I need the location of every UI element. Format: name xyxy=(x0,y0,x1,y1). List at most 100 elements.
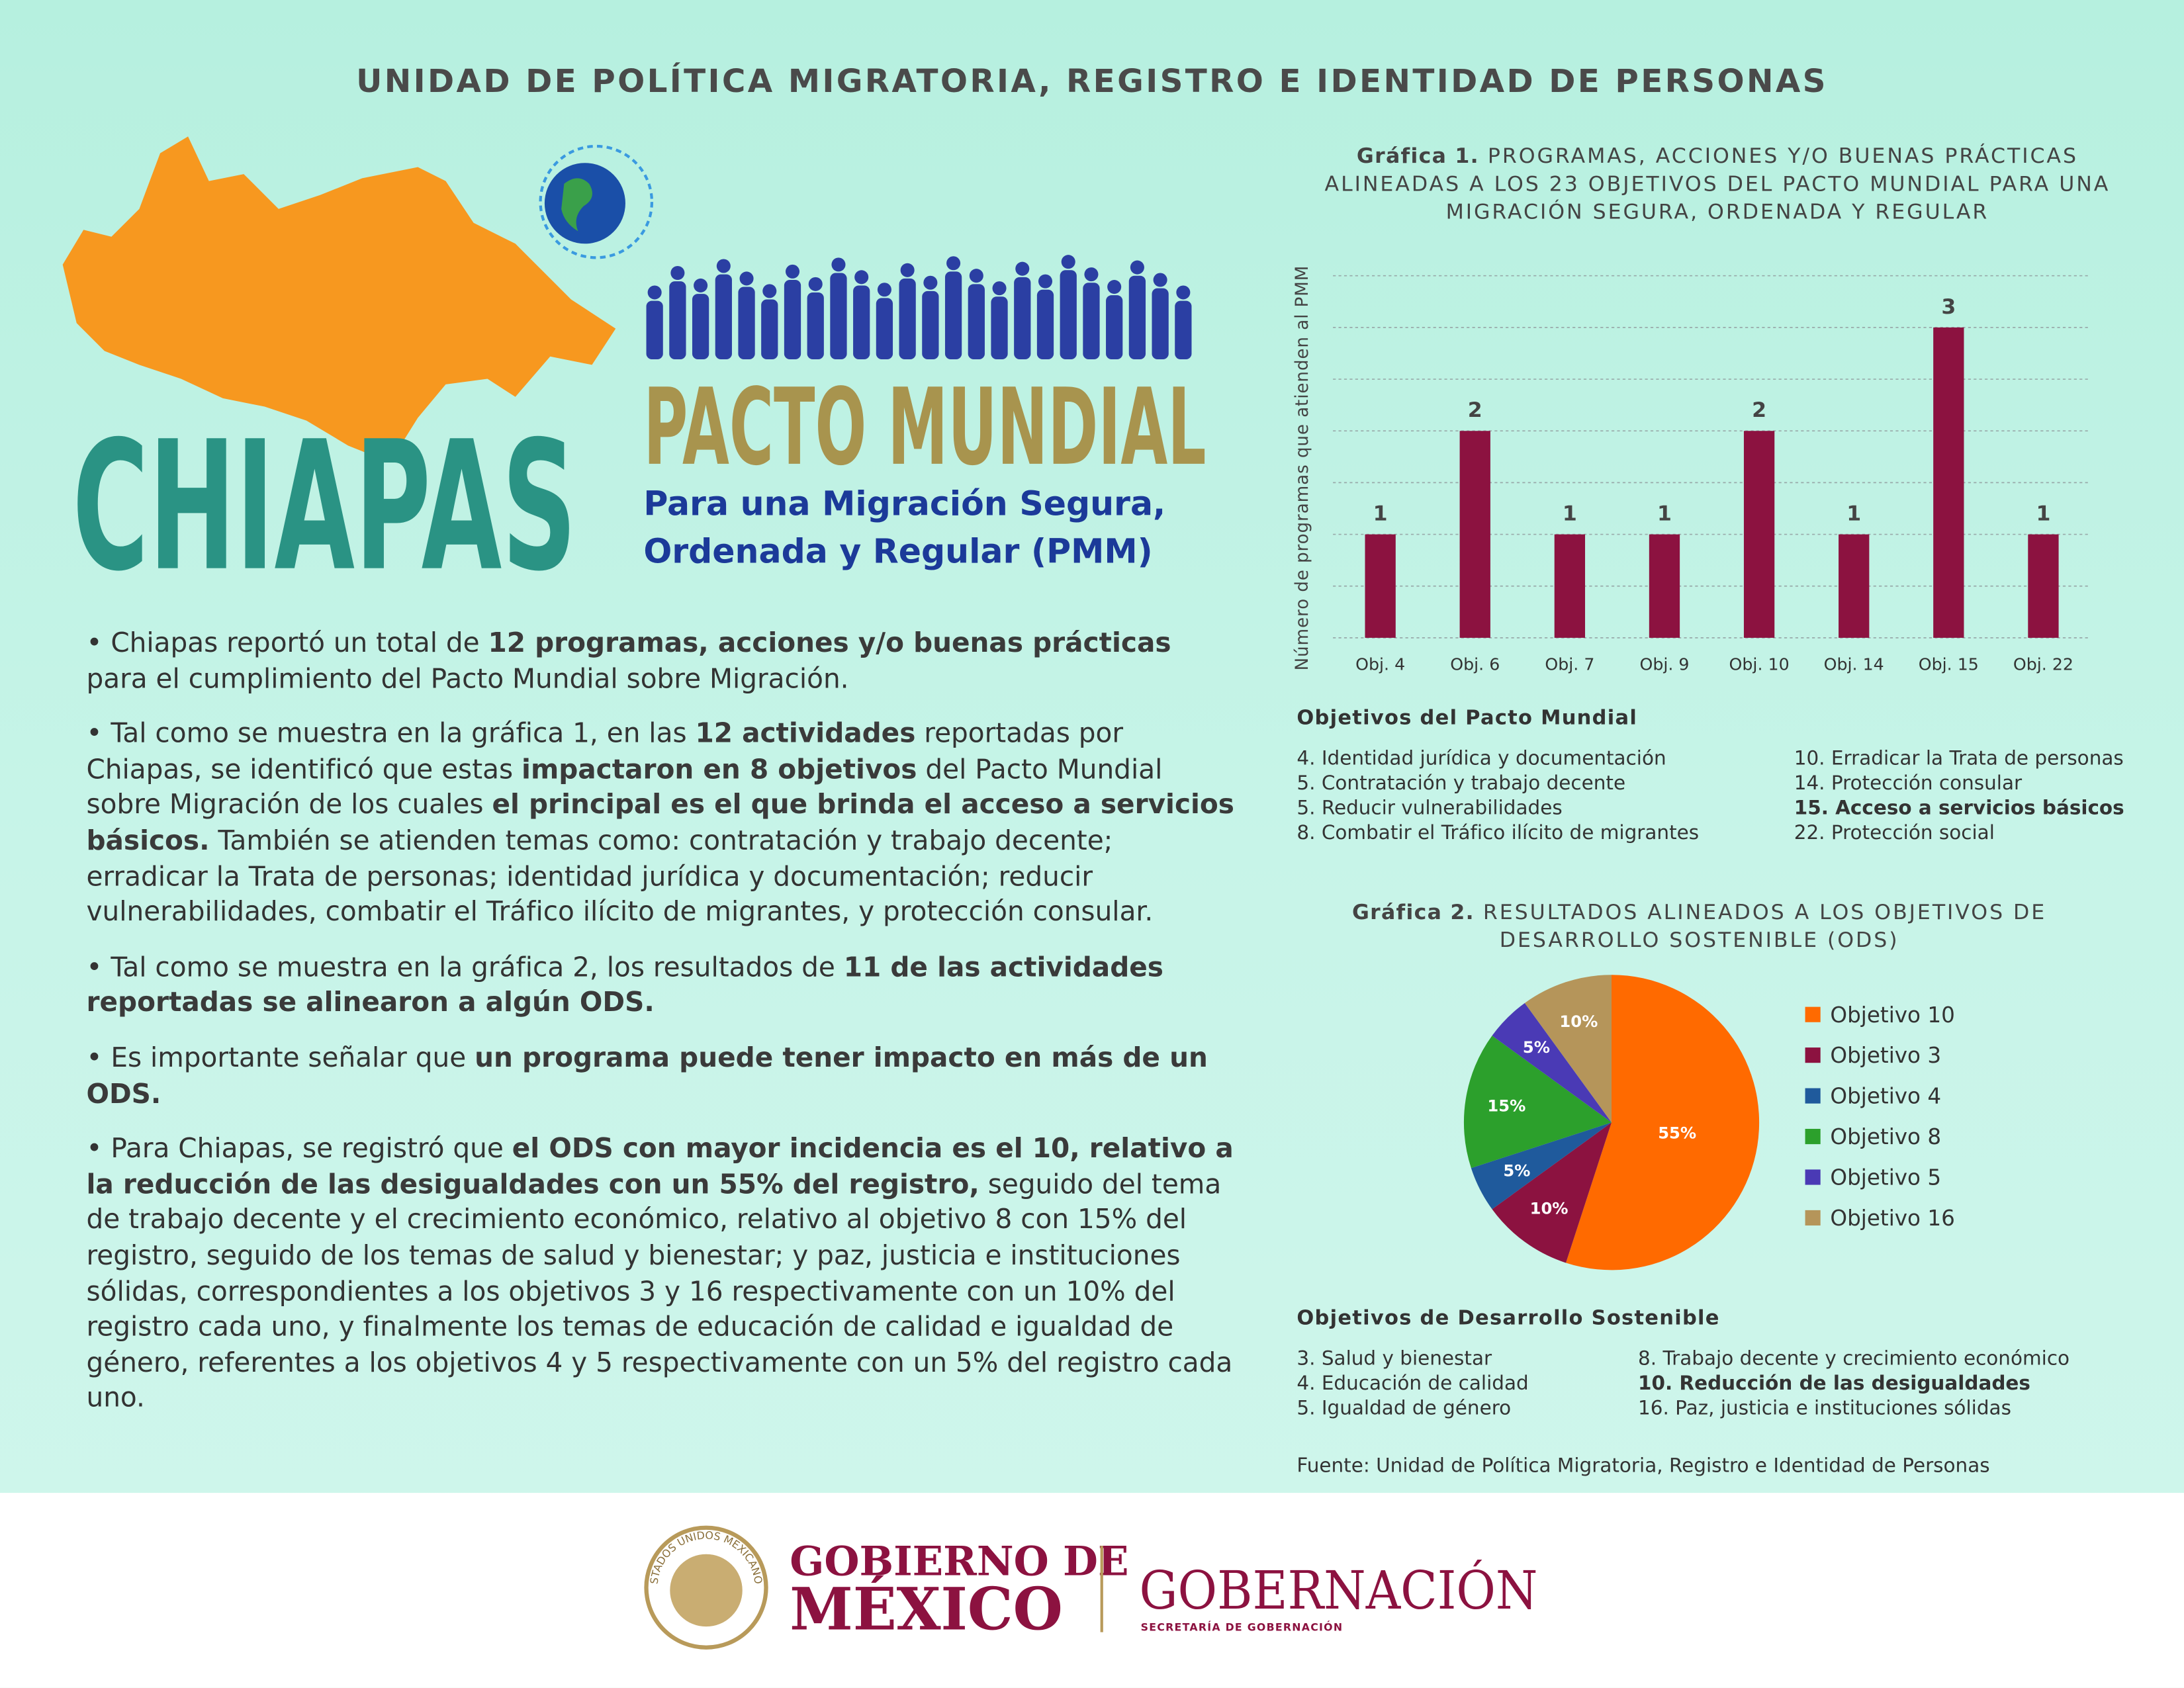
notes-item: 15. Acceso a servicios básicos xyxy=(1794,796,2124,819)
bold-text: 12 actividades xyxy=(695,717,916,750)
text: • Tal como se muestra en la gráfica 2, l… xyxy=(86,950,844,983)
source-note: Fuente: Unidad de Política Migratoria, R… xyxy=(1297,1454,1989,1477)
legend-swatch xyxy=(1805,1210,1821,1226)
silhouette-head xyxy=(969,269,983,283)
x-tick-label: Obj. 10 xyxy=(1729,654,1790,674)
silhouette-body xyxy=(876,298,893,359)
notes-item: 4. Educación de calidad xyxy=(1297,1372,1528,1394)
silhouette-body xyxy=(1083,283,1100,359)
silhouette-body xyxy=(968,284,985,359)
legend-swatch xyxy=(1805,1128,1821,1145)
notes-item: 5. Reducir vulnerabilidades xyxy=(1297,796,1562,819)
bold-text: el ODS con mayor incidencia es el 10, re… xyxy=(86,1132,1234,1200)
silhouette-head xyxy=(670,265,685,281)
bar-chart: Número de programas que atienden al PMM 1… xyxy=(1293,265,2124,844)
legend-label: Objetivo 3 xyxy=(1830,1043,1941,1068)
value-label: 5% xyxy=(1523,1038,1550,1057)
chart-title: Gráfica 1. PROGRAMAS, ACCIONES Y/O BUENA… xyxy=(1323,142,2111,226)
silhouette-head xyxy=(808,277,823,291)
notes-item: 4. Identidad jurídica y documentación xyxy=(1297,746,1666,769)
paragraph: • Chiapas reportó un total de 12 program… xyxy=(86,625,1236,697)
pie-slice xyxy=(1566,975,1760,1270)
pact-subtitle: Ordenada y Regular (PMM) xyxy=(643,531,1152,570)
text: • Tal como se muestra en la gráfica 1, e… xyxy=(86,717,696,750)
bar xyxy=(1743,431,1775,638)
text: para el cumplimiento del Pacto Mundial s… xyxy=(86,662,849,695)
silhouette-body xyxy=(1128,275,1146,359)
silhouette-body xyxy=(922,290,939,359)
value-label: 2 xyxy=(1468,398,1482,422)
value-label: 1 xyxy=(2036,502,2050,526)
silhouette-body xyxy=(692,294,709,359)
globe-ring xyxy=(539,144,654,259)
legend-swatch xyxy=(1805,1006,1821,1022)
notes-item: 10. Erradicar la Trata de personas xyxy=(1794,746,2124,769)
silhouette-head xyxy=(1038,274,1053,289)
value-label: 1 xyxy=(1846,502,1861,526)
paragraph: • Tal como se muestra en la gráfica 1, e… xyxy=(86,716,1236,930)
pie-slice xyxy=(1471,1122,1612,1210)
silhouette-head xyxy=(923,275,938,290)
pie-chart: 55% Objetivo 10 10% Objetivo 3 5% Objetivo 4 1… xyxy=(1297,975,2070,1419)
pie-slice xyxy=(1463,1036,1612,1169)
bar xyxy=(1933,327,1964,638)
notes-item: 22. Protección social xyxy=(1794,821,1995,844)
notes-item: 8. Combatir el Tráfico ilícito de migran… xyxy=(1297,821,1699,844)
silhouette-body xyxy=(669,281,686,359)
paragraph: • Para Chiapas, se registró que el ODS c… xyxy=(86,1131,1236,1416)
text: • Para Chiapas, se registró que xyxy=(86,1132,512,1165)
bold-text: impactaron en 8 objetivos xyxy=(522,753,917,785)
legend-label: Objetivo 10 xyxy=(1830,1002,1954,1028)
chart-title-label: Gráfica 2. xyxy=(1351,899,1475,925)
globe-land xyxy=(561,178,592,232)
notes-item: 5. Igualdad de género xyxy=(1297,1396,1511,1419)
migrant-silhouettes xyxy=(646,255,1192,359)
silhouette-head xyxy=(1153,273,1167,287)
state-name: CHIAPAS xyxy=(72,403,576,611)
chart-title-label: Gráfica 1. xyxy=(1356,143,1479,169)
chart-title: Gráfica 2. RESULTADOS ALINEADOS A LOS OB… xyxy=(1323,898,2075,954)
bar xyxy=(1839,534,1870,638)
legend-label: Objetivo 4 xyxy=(1830,1084,1941,1109)
notes-title: Objetivos de Desarrollo Sostenible xyxy=(1297,1306,1719,1329)
legend-label: Objetivo 16 xyxy=(1830,1206,1954,1231)
legend-swatch xyxy=(1805,1169,1821,1185)
silhouette-body xyxy=(830,273,847,359)
bold-text: el principal es el que brinda el acceso … xyxy=(86,788,1234,857)
silhouette-head xyxy=(946,256,961,271)
silhouette-body xyxy=(1014,277,1031,359)
silhouette-body xyxy=(899,278,916,359)
notes-item: 8. Trabajo decente y crecimiento económi… xyxy=(1638,1347,2070,1369)
value-label: 1 xyxy=(1373,502,1388,526)
bar xyxy=(1554,534,1586,638)
silhouette-body xyxy=(1152,288,1169,359)
bar xyxy=(1459,431,1490,638)
silhouette-body xyxy=(1175,300,1192,359)
silhouette-body xyxy=(761,299,778,359)
silhouette-body xyxy=(1060,270,1077,359)
silhouette-head xyxy=(716,259,731,273)
legend-label: Objetivo 5 xyxy=(1830,1165,1941,1190)
value-label: 10% xyxy=(1559,1012,1598,1031)
silhouette-head xyxy=(1130,260,1144,275)
bar xyxy=(1649,534,1680,638)
notes-item: 5. Contratación y trabajo decente xyxy=(1297,772,1625,794)
text: seguido del tema de trabajo decente y el… xyxy=(86,1168,1233,1414)
value-label: 1 xyxy=(1563,502,1577,526)
pie-slice xyxy=(1524,975,1612,1123)
legend-swatch xyxy=(1805,1047,1821,1063)
silhouette-body xyxy=(991,296,1008,359)
silhouette-body xyxy=(738,287,755,359)
silhouette-head xyxy=(1061,255,1075,269)
silhouette-body xyxy=(715,274,732,359)
silhouette-head xyxy=(785,264,800,279)
notes-item: 14. Protección consular xyxy=(1794,772,2023,794)
paragraph: • Tal como se muestra en la gráfica 2, l… xyxy=(86,950,1236,1021)
y-axis-label: Número de programas que atienden al PMM xyxy=(1293,265,1312,671)
pact-subtitle: Para una Migración Segura, xyxy=(643,484,1165,523)
value-label: 3 xyxy=(1941,295,1956,319)
legend-swatch xyxy=(1805,1088,1821,1104)
paragraph: • Es importante señalar que un programa … xyxy=(86,1040,1236,1112)
silhouette-body xyxy=(853,285,870,359)
